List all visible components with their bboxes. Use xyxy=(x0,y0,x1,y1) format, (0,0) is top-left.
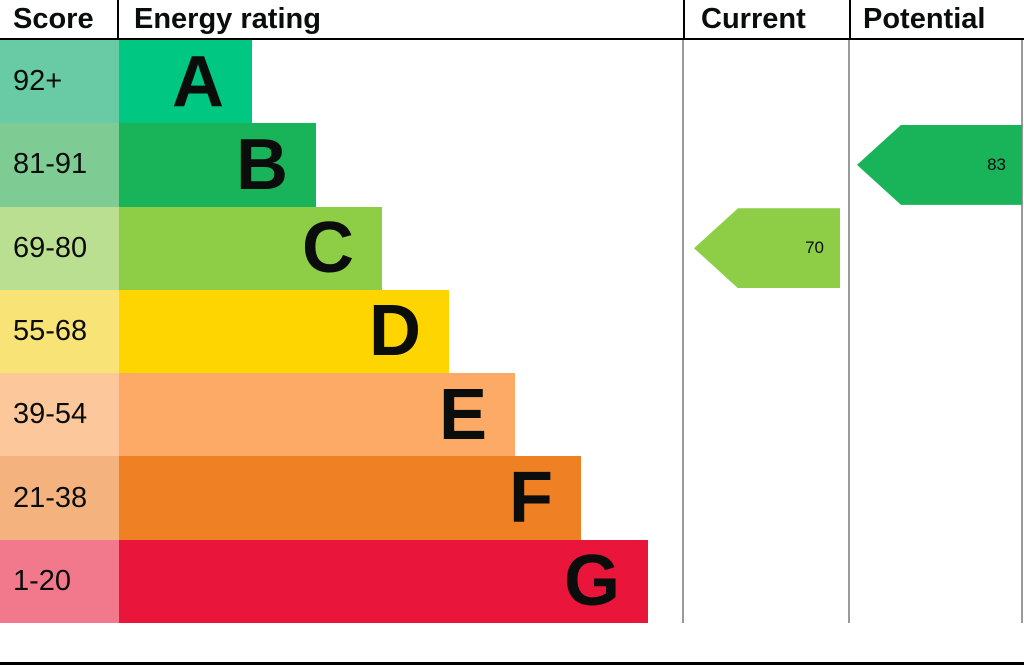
band-row-g: 1-20 G xyxy=(0,539,683,623)
band-letter: D xyxy=(369,291,421,372)
score-range-label: 81-91 xyxy=(13,148,88,181)
divider-potential-column-left xyxy=(848,0,850,623)
divider-right-edge xyxy=(1021,0,1023,623)
potential-rating-value: 83 xyxy=(987,154,1006,174)
current-rating-value: 70 xyxy=(805,238,824,258)
band-row-f: 21-38 F xyxy=(0,456,683,540)
band-row-e: 39-54 E xyxy=(0,373,683,457)
score-range-label: 55-68 xyxy=(13,314,88,347)
chart-header-row: Score Energy rating Current Potential xyxy=(0,0,1024,40)
rating-bands: 92+ A 81-91 B 69-80 C 55-68 D 39-54 E 21… xyxy=(0,40,683,623)
band-row-d: 55-68 D xyxy=(0,289,683,374)
band-letter: G xyxy=(563,541,620,622)
score-cell-d: 55-68 xyxy=(0,289,119,374)
current-rating-arrow: 70 xyxy=(694,208,840,289)
band-letter: E xyxy=(438,374,487,455)
divider-current-column-left xyxy=(682,0,684,623)
band-row-a: 92+ A xyxy=(0,40,683,124)
score-range-label: 92+ xyxy=(13,65,63,98)
column-header-energy-rating: Energy rating xyxy=(134,2,321,35)
score-cell-b: 81-91 xyxy=(0,123,119,207)
score-range-label: 39-54 xyxy=(13,398,88,431)
score-cell-a: 92+ xyxy=(0,40,119,124)
column-header-current: Current xyxy=(683,0,849,38)
score-range-label: 1-20 xyxy=(13,564,72,597)
column-header-score: Score xyxy=(0,0,119,38)
chart-bottom-border xyxy=(0,662,1024,665)
band-letter: F xyxy=(509,458,553,539)
rating-bar-b: B xyxy=(119,123,316,207)
rating-bar-d: D xyxy=(119,289,449,374)
column-header-potential: Potential xyxy=(849,0,1024,38)
score-cell-f: 21-38 xyxy=(0,456,119,540)
band-letter: C xyxy=(302,208,354,289)
score-cell-e: 39-54 xyxy=(0,373,119,457)
score-cell-c: 69-80 xyxy=(0,206,119,290)
band-letter: A xyxy=(172,41,224,122)
rating-bar-f: F xyxy=(119,456,581,540)
band-row-b: 81-91 B xyxy=(0,123,683,207)
potential-rating-arrow: 83 xyxy=(857,124,1022,205)
score-cell-g: 1-20 xyxy=(0,539,119,623)
score-range-label: 21-38 xyxy=(13,481,88,514)
rating-bar-e: E xyxy=(119,373,515,457)
rating-bar-g: G xyxy=(119,539,648,623)
rating-bar-a: A xyxy=(119,40,252,124)
band-letter: B xyxy=(236,124,288,205)
score-range-label: 69-80 xyxy=(13,231,88,264)
band-row-c: 69-80 C xyxy=(0,206,683,290)
rating-bar-c: C xyxy=(119,206,382,290)
